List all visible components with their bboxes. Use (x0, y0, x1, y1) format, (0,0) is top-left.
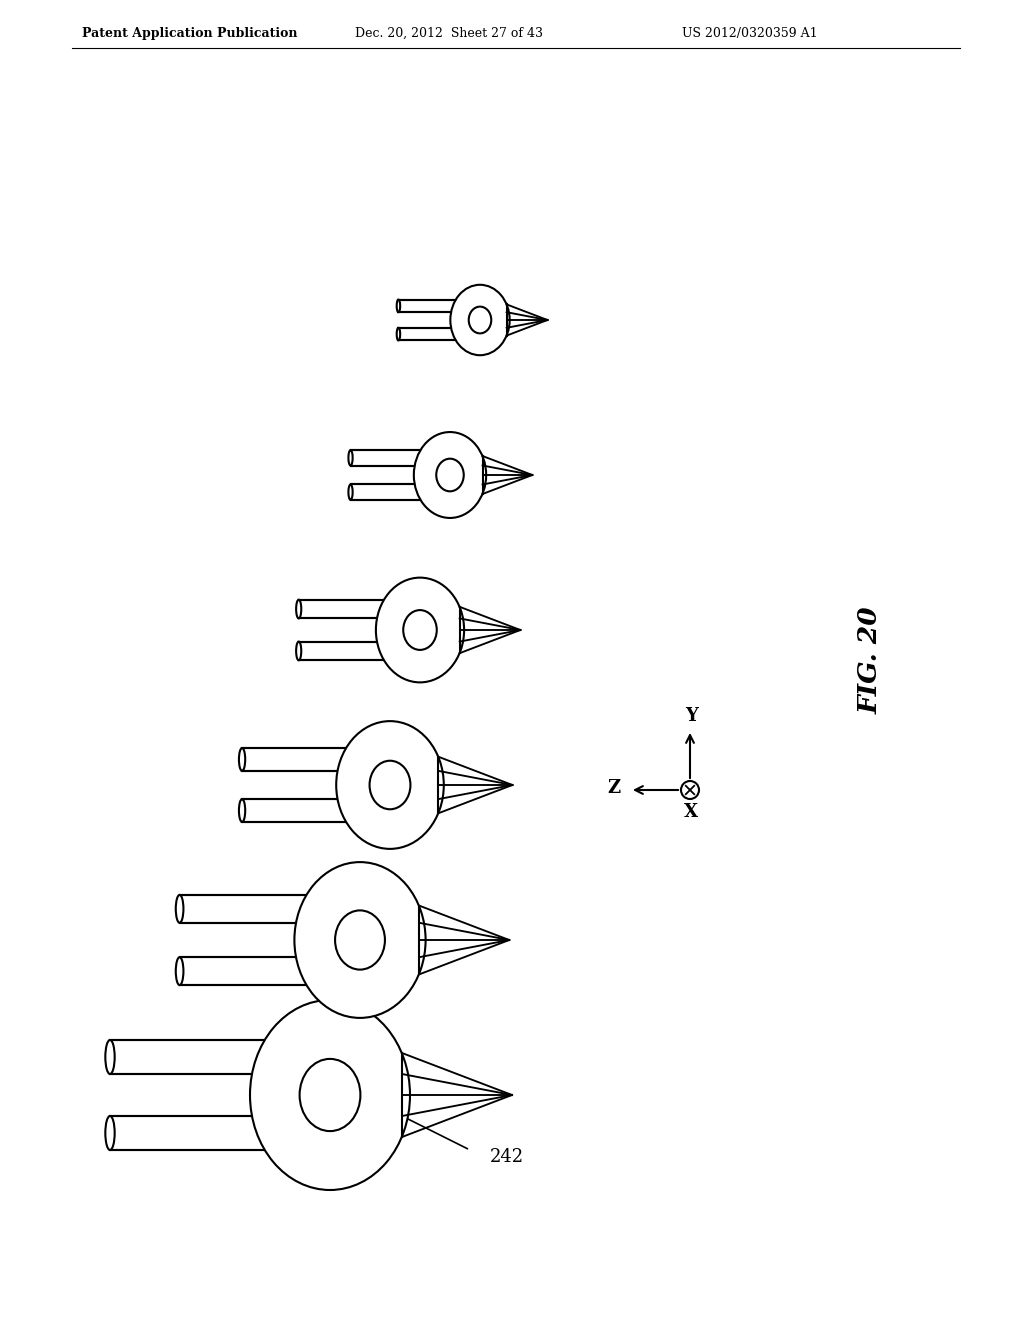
Ellipse shape (239, 799, 245, 822)
Polygon shape (507, 305, 548, 335)
Bar (110, 1115, 270, 1150)
Ellipse shape (396, 327, 400, 341)
Ellipse shape (384, 642, 389, 660)
Ellipse shape (346, 799, 353, 822)
Ellipse shape (296, 642, 301, 660)
Ellipse shape (346, 748, 353, 771)
Bar (299, 599, 387, 619)
Text: Y: Y (685, 708, 698, 725)
Bar (110, 1040, 270, 1074)
Ellipse shape (295, 862, 426, 1018)
Bar (299, 642, 387, 660)
Ellipse shape (456, 300, 460, 313)
Ellipse shape (421, 484, 425, 500)
Ellipse shape (265, 1040, 274, 1074)
Text: 242: 242 (490, 1148, 524, 1166)
Ellipse shape (335, 911, 385, 970)
Bar (179, 895, 311, 923)
Ellipse shape (348, 484, 352, 500)
Bar (350, 484, 423, 500)
Text: Z: Z (607, 779, 621, 797)
Ellipse shape (250, 1001, 410, 1191)
Text: US 2012/0320359 A1: US 2012/0320359 A1 (682, 26, 817, 40)
Text: FIG. 20: FIG. 20 (857, 606, 883, 714)
Ellipse shape (403, 610, 437, 649)
Ellipse shape (451, 285, 510, 355)
Ellipse shape (456, 327, 460, 341)
Polygon shape (482, 455, 532, 494)
Bar (350, 450, 423, 466)
Bar (398, 327, 458, 341)
Ellipse shape (376, 578, 464, 682)
Ellipse shape (300, 1059, 360, 1131)
Ellipse shape (436, 458, 464, 491)
Ellipse shape (348, 450, 352, 466)
Ellipse shape (421, 450, 425, 466)
Ellipse shape (176, 895, 183, 923)
Ellipse shape (396, 300, 400, 313)
Bar (179, 957, 311, 985)
Ellipse shape (370, 760, 411, 809)
Text: Dec. 20, 2012  Sheet 27 of 43: Dec. 20, 2012 Sheet 27 of 43 (355, 26, 543, 40)
Polygon shape (419, 906, 509, 974)
Ellipse shape (176, 957, 183, 985)
Text: X: X (684, 803, 698, 821)
Bar (242, 748, 349, 771)
Ellipse shape (265, 1115, 274, 1150)
Polygon shape (460, 607, 520, 653)
Bar (242, 799, 349, 822)
Polygon shape (438, 756, 512, 813)
Ellipse shape (384, 599, 389, 619)
Text: Patent Application Publication: Patent Application Publication (82, 26, 298, 40)
Ellipse shape (105, 1040, 115, 1074)
Ellipse shape (239, 748, 245, 771)
Ellipse shape (414, 432, 486, 517)
Ellipse shape (307, 895, 314, 923)
Ellipse shape (296, 599, 301, 619)
Bar (398, 300, 458, 313)
Ellipse shape (105, 1115, 115, 1150)
Polygon shape (402, 1053, 512, 1137)
Ellipse shape (469, 306, 492, 334)
Ellipse shape (307, 957, 314, 985)
Ellipse shape (336, 721, 443, 849)
